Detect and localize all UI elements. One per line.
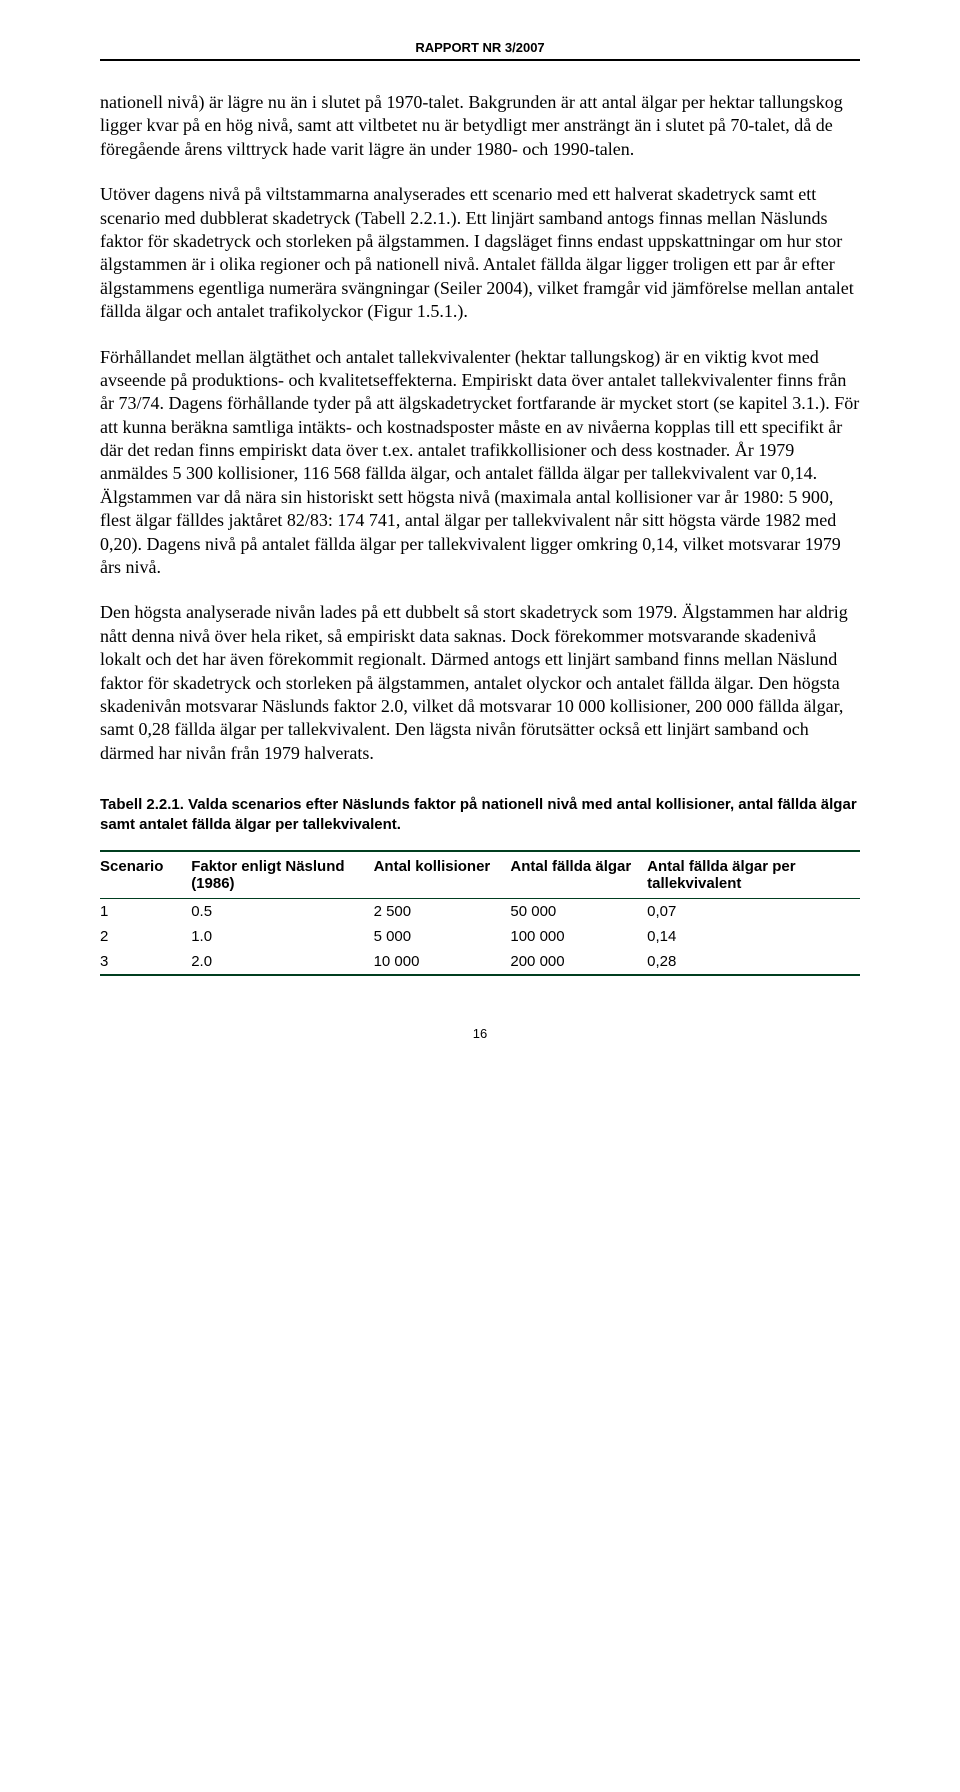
table-cell: 10 000	[374, 949, 511, 975]
table-cell: 2.0	[191, 949, 373, 975]
table-cell: 1	[100, 898, 191, 924]
report-header: RAPPORT NR 3/2007	[100, 40, 860, 55]
paragraph: Den högsta analyserade nivån lades på et…	[100, 601, 860, 765]
table-cell: 100 000	[510, 924, 647, 949]
table-cell: 2	[100, 924, 191, 949]
paragraph: nationell nivå) är lägre nu än i slutet …	[100, 91, 860, 161]
table-cell: 0,07	[647, 898, 860, 924]
table-caption: Tabell 2.2.1. Valda scenarios efter Näsl…	[100, 795, 860, 836]
table-cell: 5 000	[374, 924, 511, 949]
table-cell: 200 000	[510, 949, 647, 975]
table-header: Antal fällda älgar per tallekvivalent	[647, 851, 860, 899]
table-cell: 2 500	[374, 898, 511, 924]
table-cell: 0.5	[191, 898, 373, 924]
table-cell: 3	[100, 949, 191, 975]
table-cell: 1.0	[191, 924, 373, 949]
table-cell: 50 000	[510, 898, 647, 924]
table-cell: 0,14	[647, 924, 860, 949]
scenario-table: Scenario Faktor enligt Näslund (1986) An…	[100, 850, 860, 976]
paragraph: Utöver dagens nivå på viltstammarna anal…	[100, 183, 860, 323]
table-row: 2 1.0 5 000 100 000 0,14	[100, 924, 860, 949]
table-header-row: Scenario Faktor enligt Näslund (1986) An…	[100, 851, 860, 899]
header-rule	[100, 59, 860, 61]
table-cell: 0,28	[647, 949, 860, 975]
table-header: Scenario	[100, 851, 191, 899]
paragraph: Förhållandet mellan älgtäthet och antale…	[100, 346, 860, 580]
table-header: Faktor enligt Näslund (1986)	[191, 851, 373, 899]
page-number: 16	[100, 1026, 860, 1041]
table-header: Antal fällda älgar	[510, 851, 647, 899]
table-header: Antal kollisioner	[374, 851, 511, 899]
table-row: 3 2.0 10 000 200 000 0,28	[100, 949, 860, 975]
table-row: 1 0.5 2 500 50 000 0,07	[100, 898, 860, 924]
